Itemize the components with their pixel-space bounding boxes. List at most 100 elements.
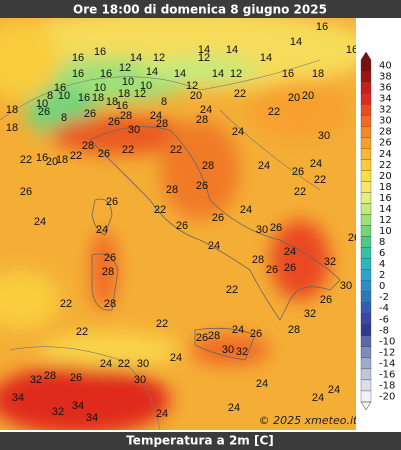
colorbar-tick-label: 14 (379, 204, 392, 215)
temperature-label: 18 (6, 104, 18, 116)
colorbar-tick-label: 32 (379, 105, 392, 116)
temperature-label: 24 (96, 224, 108, 236)
temperature-label: 18 (92, 92, 104, 104)
colorbar-tick-label: 4 (379, 259, 385, 270)
temperature-label: 12 (153, 52, 165, 64)
temperature-label: 18 (312, 68, 324, 80)
temperature-label: 22 (234, 88, 246, 100)
colorbar-tick-label: 0 (379, 281, 385, 292)
temperature-label: 26 (284, 262, 296, 274)
colorbar-tick-label: -2 (379, 292, 389, 303)
temperature-label: 24 (100, 358, 112, 370)
colorbar-cell (360, 159, 372, 171)
colorbar-tick-label: 12 (379, 215, 392, 226)
header-bar (0, 0, 401, 18)
colorbar-cell (360, 291, 372, 303)
temperature-label: 24 (156, 408, 168, 420)
temperature-label: 26 (84, 108, 96, 120)
temperature-label: 28 (102, 266, 114, 278)
colorbar: 4038363432302826242220181614121086420-2-… (360, 51, 395, 411)
temperature-label: 24 (284, 246, 296, 258)
temperature-label: 12 (198, 52, 210, 64)
colorbar-cell (360, 368, 372, 381)
temperature-label: 26 (20, 186, 32, 198)
temperature-label: 22 (226, 284, 238, 296)
temperature-label: 16 (100, 68, 112, 80)
temperature-label: 14 (198, 44, 210, 56)
temperature-label: 22 (314, 174, 326, 186)
temperature-label: 10 (36, 98, 48, 110)
temperature-label: 32 (304, 308, 316, 320)
temperature-label: 16 (54, 82, 66, 94)
colorbar-tick-label: 2 (379, 270, 385, 281)
temperature-label: 24 (310, 158, 322, 170)
temperature-label: 10 (140, 80, 152, 92)
colorbar-cell (360, 236, 372, 248)
temperature-label: 18 (6, 122, 18, 134)
colorbar-cell (360, 126, 372, 138)
colorbar-tick-label: 22 (379, 160, 392, 171)
temperature-label: 14 (290, 36, 302, 48)
colorbar-cell (360, 269, 372, 281)
colorbar-tick-label: 16 (379, 193, 392, 204)
temperature-label: 20 (302, 90, 314, 102)
colorbar-tick-label: 24 (379, 149, 392, 160)
temperature-label: 26 (104, 252, 116, 264)
temperature-label: 16 (72, 68, 84, 80)
temperature-label: 20 (46, 156, 58, 168)
temperature-label: 16 (94, 46, 106, 58)
temperature-label: 22 (118, 358, 130, 370)
temperature-label: 24 (228, 402, 240, 414)
colorbar-cell (360, 302, 372, 314)
colorbar-cell (360, 137, 372, 149)
colorbar-tick-label: 30 (379, 116, 392, 127)
temperature-label: 24 (312, 392, 324, 404)
temperature-label: 22 (60, 298, 72, 310)
title: Ore 18:00 di domenica 8 giugno 2025 (73, 3, 327, 17)
temperature-label: 30 (340, 280, 352, 292)
temperature-label: 24 (240, 204, 252, 216)
temperature-label: 22 (76, 326, 88, 338)
colorbar-cell (360, 70, 372, 83)
colorbar-tick-label: 18 (379, 182, 392, 193)
temperature-label: 34 (86, 412, 98, 424)
temperature-label: 28 (208, 330, 220, 342)
colorbar-cell (360, 324, 372, 336)
temperature-label: 24 (232, 126, 244, 138)
temperature-label: 26 (176, 220, 188, 232)
temperature-label: 16 (346, 44, 358, 56)
colorbar-tick-label: 34 (379, 94, 392, 105)
temperature-label: 16 (116, 100, 128, 112)
temperature-label: 28 (120, 110, 132, 122)
temperature-label: 32 (236, 346, 248, 358)
colorbar-tick-label: -8 (379, 325, 389, 336)
temperature-label: 28 (288, 324, 300, 336)
temperature-label: 10 (122, 76, 134, 88)
temperature-label: 26 (196, 332, 208, 344)
temperature-label: 22 (294, 186, 306, 198)
temperature-label: 30 (256, 224, 268, 236)
temperature-label: 26 (212, 212, 224, 224)
colorbar-tick-label: -6 (379, 314, 389, 325)
temperature-label: 14 (226, 44, 238, 56)
temperature-label: 24 (150, 110, 162, 122)
temperature-label: 10 (58, 90, 70, 102)
temperature-label: 28 (82, 140, 94, 152)
colorbar-tick-label: 38 (379, 72, 392, 83)
temperature-label: 28 (44, 370, 56, 382)
colorbar-cell (360, 81, 372, 94)
temperature-label: 28 (156, 118, 168, 130)
colorbar-cell (360, 335, 372, 347)
colorbar-tick-label: 26 (379, 138, 392, 149)
colorbar-cell (360, 103, 372, 116)
temperature-label: 26 (106, 196, 118, 208)
colorbar-arrow-top (360, 51, 372, 61)
footer-bar (0, 432, 401, 450)
temperature-label: 26 (250, 328, 262, 340)
temperature-label: 28 (166, 184, 178, 196)
temperature-label: 16 (72, 52, 84, 64)
temperature-label: 26 (196, 180, 208, 192)
temperature-label: 26 (266, 264, 278, 276)
temperature-label: 30 (137, 358, 149, 370)
